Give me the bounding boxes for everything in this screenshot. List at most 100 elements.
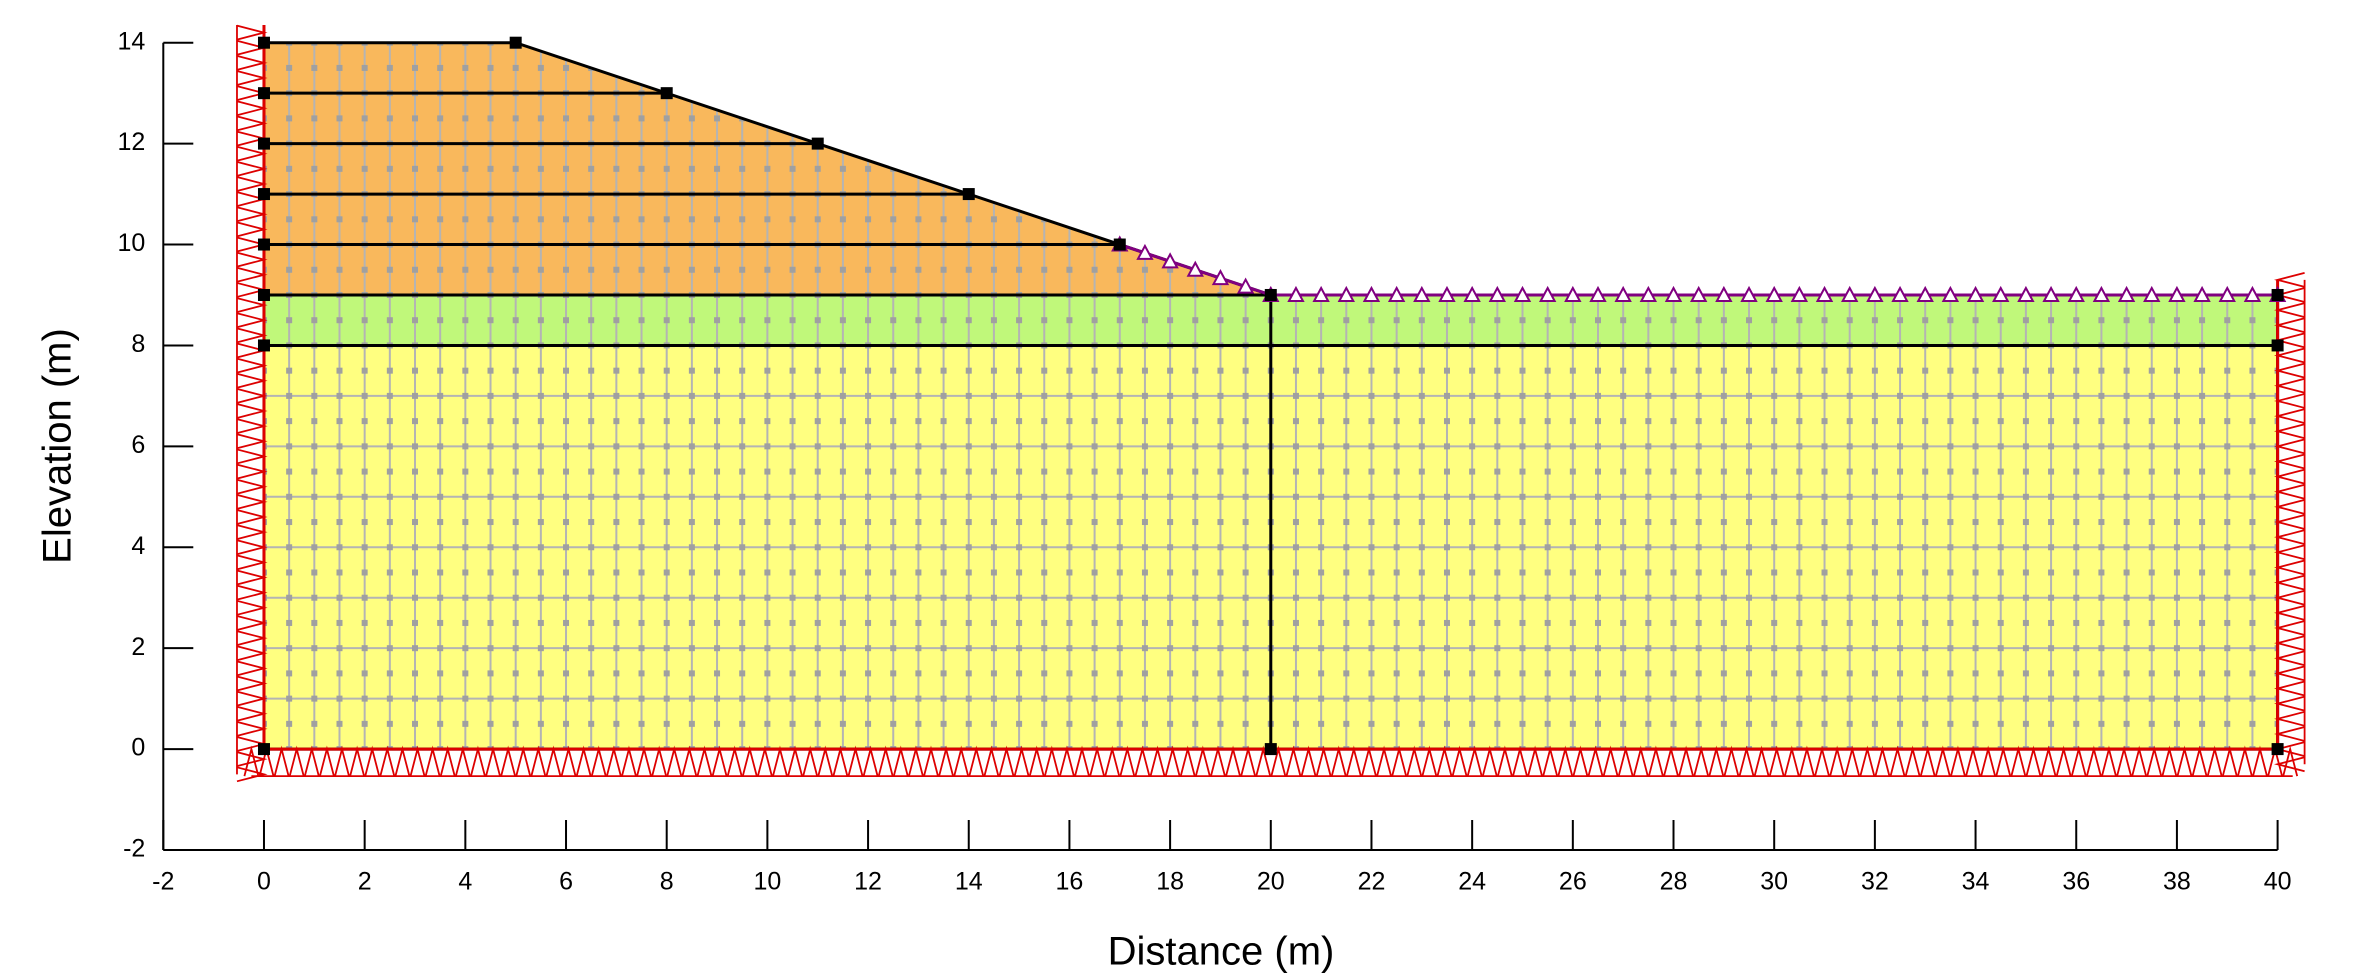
fixed-support — [2274, 574, 2305, 591]
mesh-node — [537, 519, 544, 526]
mesh-node — [2224, 165, 2231, 172]
mesh-node — [1041, 115, 1048, 122]
mesh-node — [940, 317, 947, 324]
mesh-node — [2022, 115, 2029, 122]
mesh-node — [865, 695, 872, 702]
mesh-node — [1217, 191, 1224, 198]
mesh-node — [2148, 317, 2155, 324]
mesh-node — [2073, 191, 2080, 198]
mesh-node — [1091, 519, 1098, 526]
mesh-node — [437, 468, 444, 475]
mesh-node — [1796, 443, 1803, 450]
mesh-node — [990, 519, 997, 526]
mesh-node — [2199, 317, 2206, 324]
x-tick-label: 10 — [753, 868, 781, 896]
fixed-support — [847, 745, 864, 777]
mesh-node — [839, 619, 846, 626]
x-tick-label: 12 — [854, 868, 882, 896]
mesh-node — [336, 544, 343, 551]
mesh-node — [2199, 367, 2206, 374]
mesh-node — [437, 317, 444, 324]
mesh-node — [386, 544, 393, 551]
mesh-node — [1343, 519, 1350, 526]
mesh-node — [437, 519, 444, 526]
mesh-node — [2274, 115, 2278, 122]
mesh-node — [1544, 191, 1551, 198]
mesh-node — [2199, 140, 2206, 147]
mesh-node — [1645, 544, 1652, 551]
mesh-node — [638, 493, 645, 500]
mesh-node — [1141, 619, 1148, 626]
mesh-node — [2173, 317, 2180, 324]
y-tick-label: 6 — [131, 431, 145, 459]
mesh-node — [2123, 544, 2130, 551]
mesh-node — [588, 317, 595, 324]
mesh-node — [1871, 619, 1878, 626]
mesh-node — [2098, 544, 2105, 551]
mesh-node — [1595, 165, 1602, 172]
x-tick-label: 28 — [1660, 868, 1688, 896]
mesh-node — [1771, 191, 1778, 198]
mesh-node — [1645, 367, 1652, 374]
fixed-support — [236, 539, 268, 556]
mesh-node — [2123, 720, 2130, 727]
mesh-node — [1116, 64, 1123, 71]
mesh-node — [1947, 165, 1954, 172]
mesh-node — [512, 443, 519, 450]
mesh-node — [2199, 619, 2206, 626]
boundary-marker — [1463, 285, 1481, 302]
mesh-node — [638, 367, 645, 374]
mesh-node — [940, 42, 947, 46]
mesh-node — [990, 569, 997, 576]
mesh-node — [814, 645, 821, 652]
mesh-node — [1620, 720, 1627, 727]
mesh-node — [1569, 367, 1576, 374]
mesh-node — [1393, 216, 1400, 223]
mesh-node — [1746, 418, 1753, 425]
mesh-node — [2022, 569, 2029, 576]
mesh-node — [638, 64, 645, 71]
mesh-node — [2022, 42, 2029, 46]
mesh-node — [1997, 670, 2004, 677]
mesh-node — [714, 418, 721, 425]
mesh-node — [814, 443, 821, 450]
mesh-node — [1670, 90, 1677, 97]
mesh-node — [487, 418, 494, 425]
mesh-node — [2098, 191, 2105, 198]
mesh-node — [1393, 519, 1400, 526]
mesh-node — [990, 695, 997, 702]
mesh-node — [1544, 594, 1551, 601]
mesh-node — [890, 695, 897, 702]
mesh-node — [1267, 191, 1274, 198]
fixed-support — [2116, 745, 2132, 777]
fixed-support — [2274, 483, 2305, 500]
mesh-node — [1116, 392, 1123, 399]
mesh-node — [764, 115, 771, 122]
x-tick-label: 14 — [955, 868, 983, 896]
mesh-node — [2224, 493, 2231, 500]
mesh-node — [462, 569, 469, 576]
mesh-node — [890, 140, 897, 147]
mesh-node — [1041, 468, 1048, 475]
mesh-node — [1141, 64, 1148, 71]
mesh-node — [714, 519, 721, 526]
mesh-node — [1368, 519, 1375, 526]
mesh-node — [1897, 241, 1904, 248]
mesh-node — [663, 392, 670, 399]
fixed-support — [1617, 745, 1634, 777]
mesh-node — [2048, 216, 2055, 223]
mesh-node — [1217, 594, 1224, 601]
fixed-support — [2025, 745, 2042, 777]
mesh-node — [1418, 216, 1425, 223]
mesh-node — [437, 418, 444, 425]
mesh-node — [1620, 392, 1627, 399]
mesh-node — [336, 569, 343, 576]
mesh-node — [2123, 165, 2130, 172]
mesh-node — [1217, 241, 1224, 248]
fixed-support — [1315, 745, 1332, 777]
mesh-node — [487, 266, 494, 273]
mesh-node — [1544, 645, 1551, 652]
mesh-node — [865, 64, 872, 71]
mesh-node — [1292, 317, 1299, 324]
mesh-node — [1620, 443, 1627, 450]
